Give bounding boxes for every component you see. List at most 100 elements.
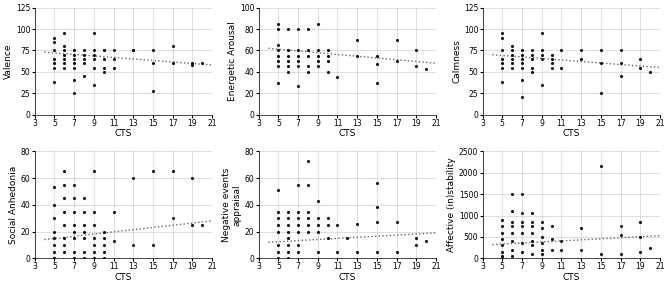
Point	[506, 239, 517, 243]
Point	[506, 48, 517, 53]
Point	[527, 52, 537, 57]
Point	[516, 211, 527, 216]
Point	[497, 237, 508, 241]
Point	[59, 48, 70, 53]
Point	[516, 57, 527, 61]
Point	[78, 209, 89, 214]
Point	[576, 247, 587, 252]
Point	[78, 74, 89, 78]
Point	[527, 252, 537, 256]
Point	[527, 239, 537, 243]
Point	[635, 65, 646, 70]
Point	[312, 59, 323, 63]
Y-axis label: Social Anhedonia: Social Anhedonia	[9, 166, 18, 244]
Point	[527, 243, 537, 248]
Point	[283, 64, 294, 69]
Point	[302, 158, 313, 163]
Point	[78, 256, 89, 261]
Point	[506, 192, 517, 196]
Point	[506, 57, 517, 61]
Point	[546, 65, 557, 70]
Point	[497, 57, 508, 61]
Point	[273, 64, 284, 69]
Point	[292, 27, 303, 31]
Point	[273, 216, 284, 221]
Point	[497, 256, 508, 261]
Point	[312, 53, 323, 58]
Y-axis label: Calmness: Calmness	[452, 39, 461, 83]
Point	[352, 53, 363, 58]
Point	[283, 216, 294, 221]
Point	[645, 245, 656, 250]
Point	[527, 57, 537, 61]
Point	[527, 211, 537, 216]
Point	[59, 196, 70, 200]
Point	[546, 57, 557, 61]
Point	[516, 220, 527, 224]
Point	[98, 256, 109, 261]
Point	[371, 181, 382, 186]
Point	[391, 59, 402, 63]
Point	[312, 198, 323, 203]
Point	[546, 247, 557, 252]
Point	[88, 236, 99, 241]
Point	[312, 229, 323, 234]
Point	[312, 64, 323, 69]
Point	[497, 243, 508, 248]
Point	[312, 21, 323, 26]
Point	[78, 57, 89, 61]
Point	[302, 48, 313, 53]
Point	[88, 243, 99, 247]
Point	[497, 31, 508, 36]
Point	[98, 65, 109, 70]
Point	[49, 35, 60, 40]
Point	[302, 64, 313, 69]
Point	[283, 229, 294, 234]
Point	[98, 69, 109, 74]
Point	[497, 61, 508, 65]
Point	[78, 223, 89, 227]
Point	[197, 61, 207, 65]
Point	[391, 249, 402, 254]
Point	[88, 169, 99, 174]
Point	[576, 48, 587, 53]
Point	[148, 89, 159, 94]
Point	[128, 176, 138, 180]
Point	[283, 223, 294, 227]
Point	[49, 216, 60, 221]
Point	[98, 236, 109, 241]
Point	[273, 80, 284, 85]
Point	[322, 223, 333, 227]
Point	[273, 256, 284, 261]
Point	[88, 31, 99, 36]
X-axis label: CTS: CTS	[339, 273, 356, 282]
Point	[49, 48, 60, 53]
Point	[411, 243, 421, 247]
Point	[273, 27, 284, 31]
Point	[69, 57, 80, 61]
Point	[108, 209, 119, 214]
Point	[78, 48, 89, 53]
Point	[69, 236, 80, 241]
Point	[371, 62, 382, 67]
Point	[59, 31, 70, 36]
Point	[322, 59, 333, 63]
Point	[283, 209, 294, 214]
Point	[59, 44, 70, 48]
Point	[421, 239, 432, 243]
Point	[527, 230, 537, 235]
Point	[59, 243, 70, 247]
Point	[371, 205, 382, 210]
Point	[506, 230, 517, 235]
Point	[49, 256, 60, 261]
Point	[108, 65, 119, 70]
Point	[312, 223, 323, 227]
Point	[283, 27, 294, 31]
Point	[546, 237, 557, 241]
Point	[506, 247, 517, 252]
Point	[283, 249, 294, 254]
Point	[516, 65, 527, 70]
X-axis label: CTS: CTS	[563, 273, 580, 282]
Point	[516, 250, 527, 254]
Point	[49, 185, 60, 190]
